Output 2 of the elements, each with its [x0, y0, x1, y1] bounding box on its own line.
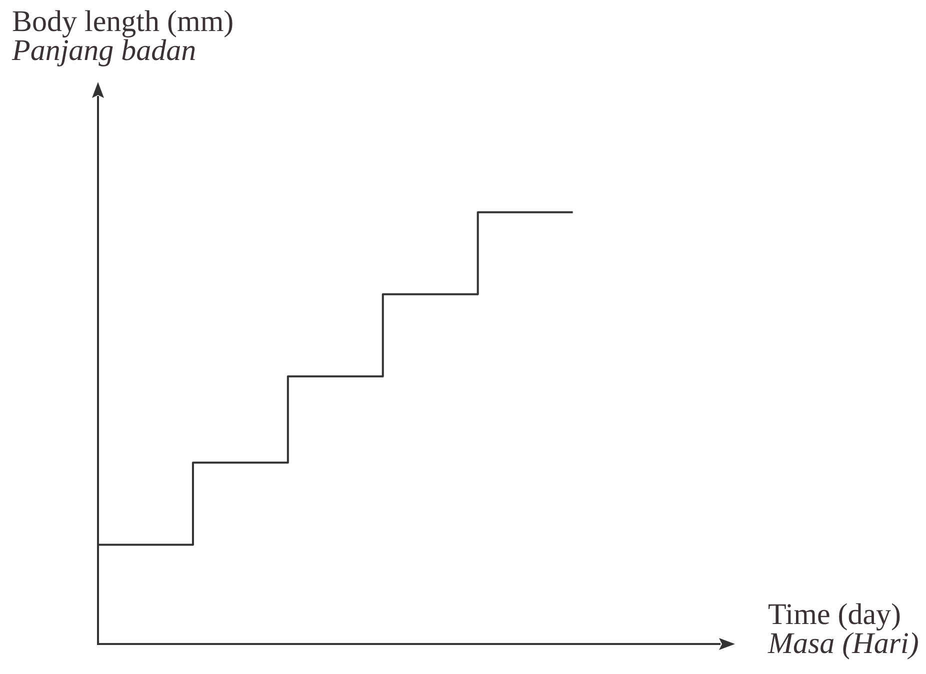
y-axis-title: Body length (mm) Panjang badan — [12, 5, 234, 67]
x-axis-title: Time (day) Masa (Hari) — [768, 598, 919, 660]
